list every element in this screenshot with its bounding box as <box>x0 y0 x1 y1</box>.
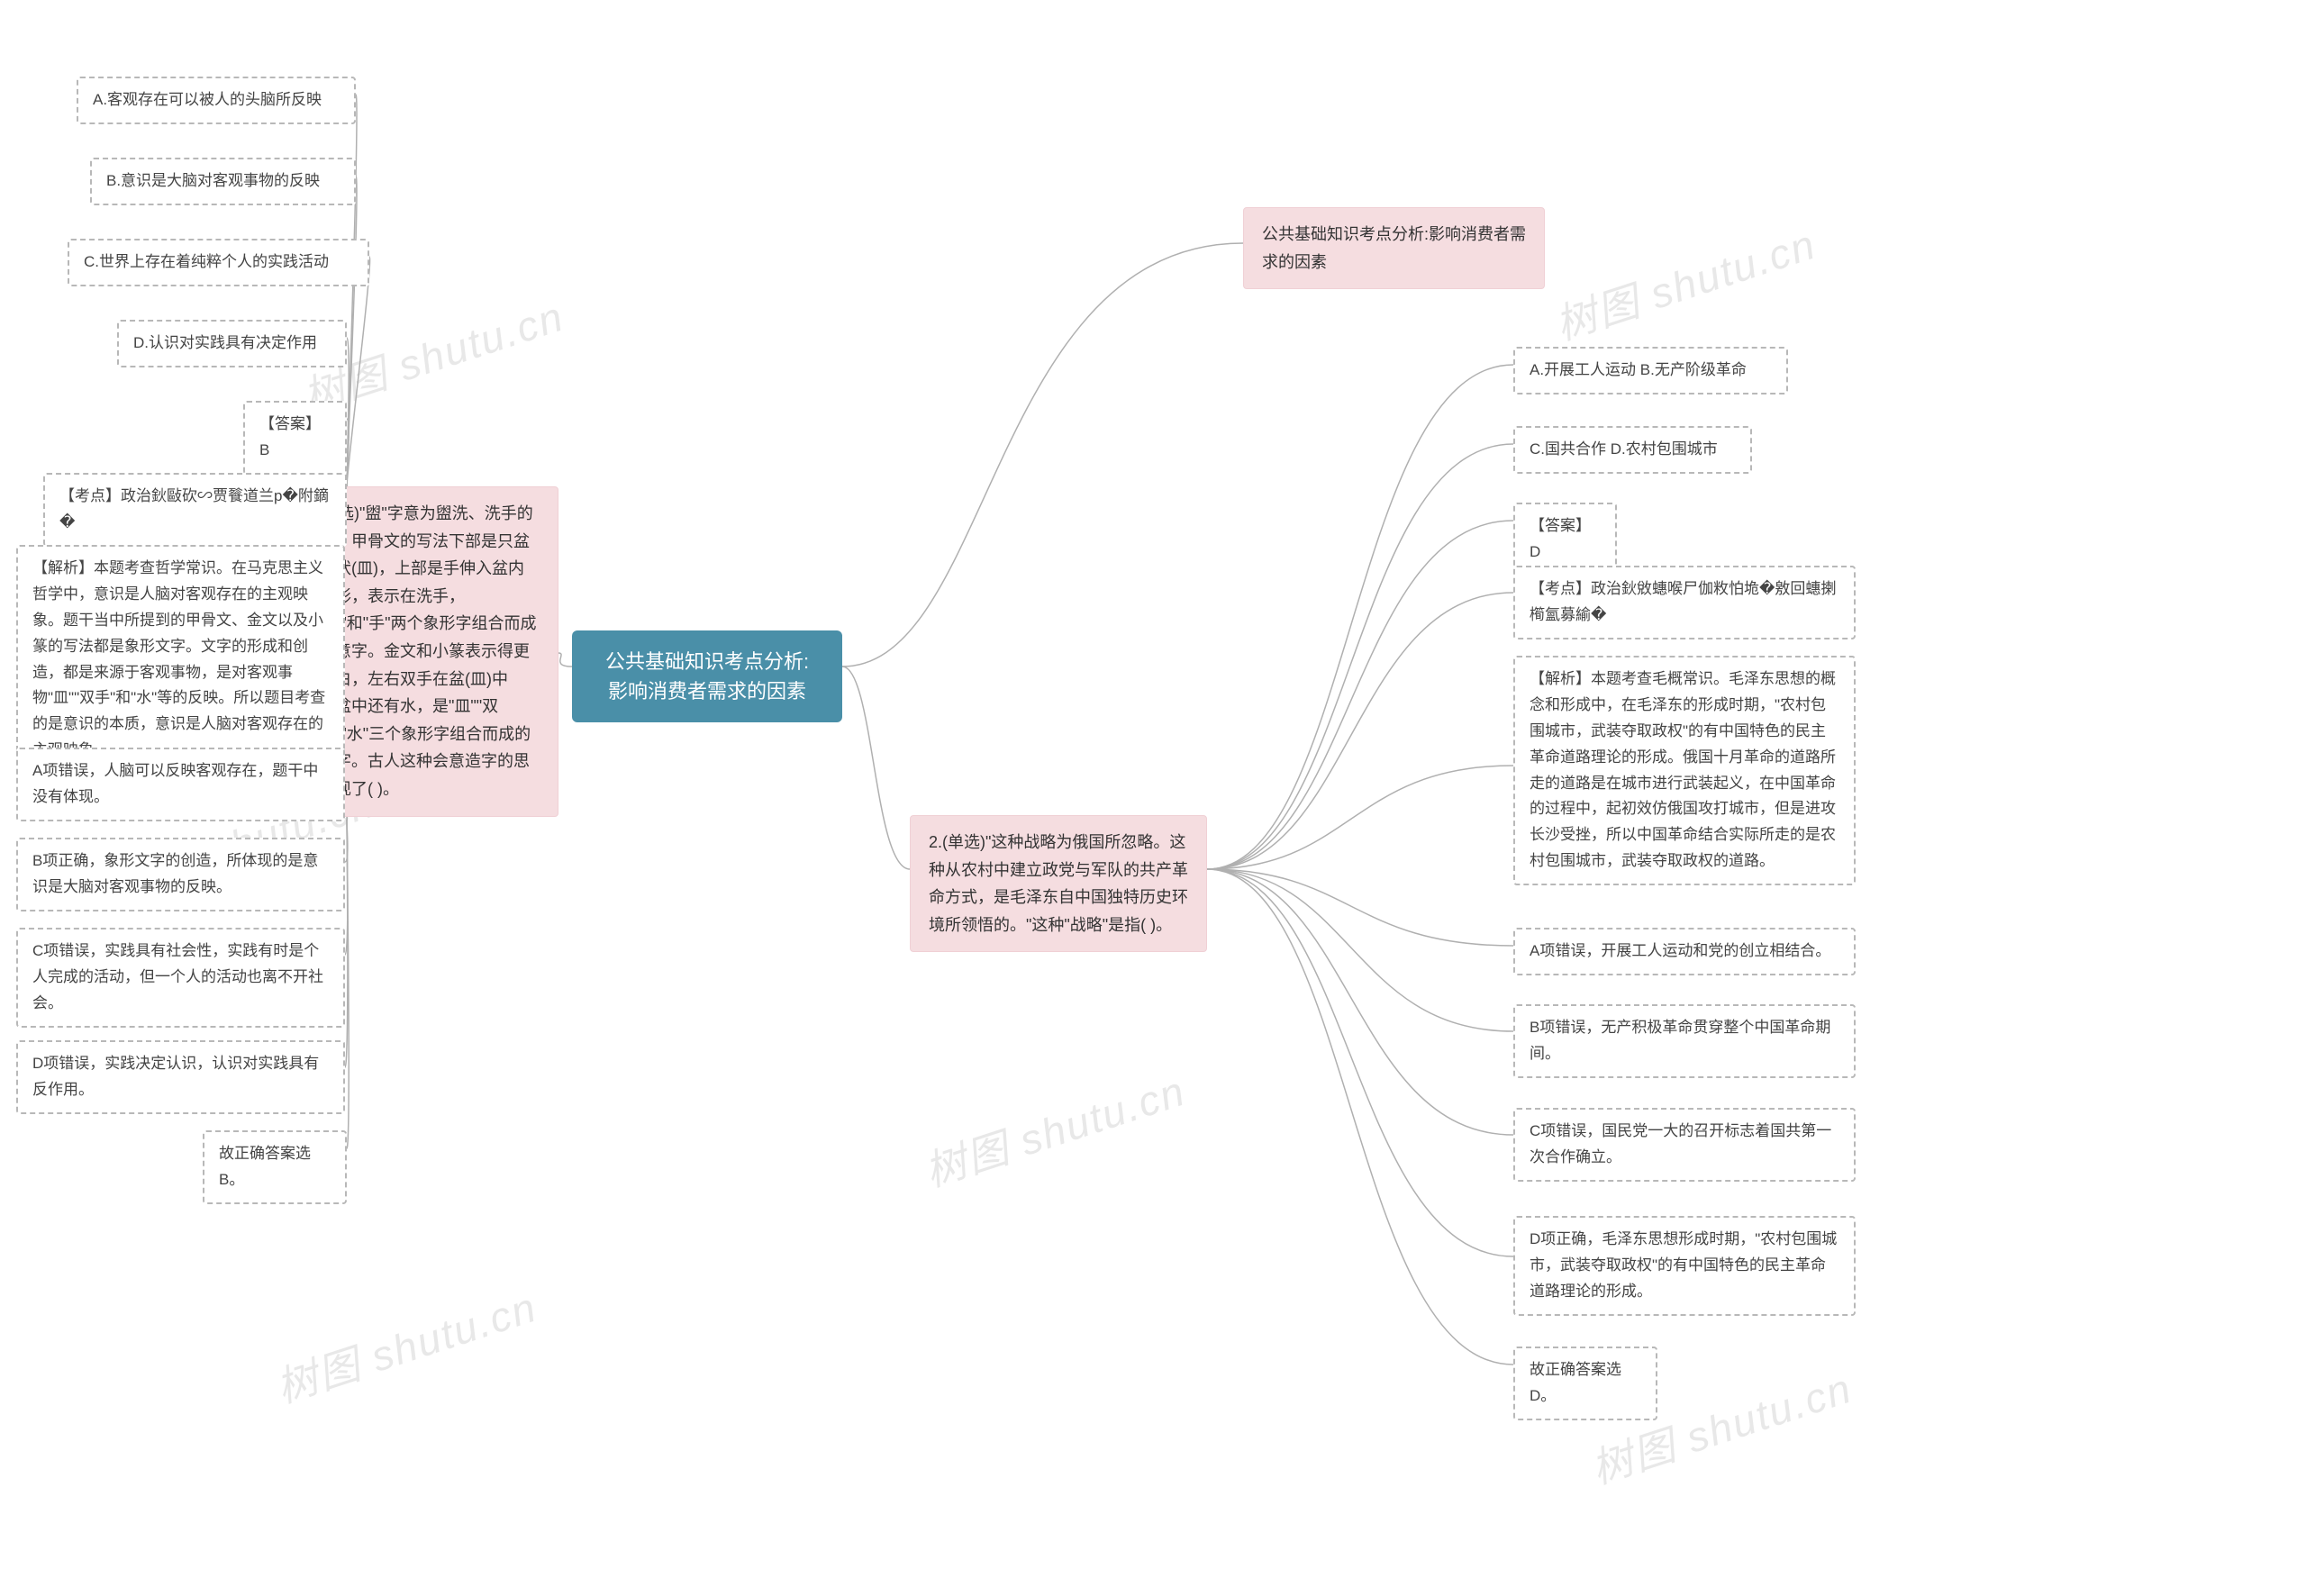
center-node[interactable]: 公共基础知识考点分析:影响消费者需求的因素 <box>572 630 842 722</box>
q2-option-ab[interactable]: A.开展工人运动 B.无产阶级革命 <box>1513 347 1788 394</box>
q1-explain-c[interactable]: C项错误，实践具有社会性，实践有时是个人完成的活动，但一个人的活动也离不开社会。 <box>16 928 345 1028</box>
q2-explain-a[interactable]: A项错误，开展工人运动和党的创立相结合。 <box>1513 928 1856 975</box>
q2-explain-b[interactable]: B项错误，无产积极革命贯穿整个中国革命期间。 <box>1513 1004 1856 1078</box>
q2-option-cd[interactable]: C.国共合作 D.农村包围城市 <box>1513 426 1752 474</box>
q1-answer[interactable]: 【答案】B <box>243 401 347 475</box>
q2-analysis[interactable]: 【解析】本题考查毛概常识。毛泽东思想的概念和形成中，在毛泽东的形成时期，"农村包… <box>1513 656 1856 885</box>
q1-option-d[interactable]: D.认识对实践具有决定作用 <box>117 320 347 367</box>
watermark: 树图 shutu.cn <box>916 1058 1192 1199</box>
q1-correct[interactable]: 故正确答案选B。 <box>203 1130 347 1204</box>
q1-explain-d[interactable]: D项错误，实践决定认识，认识对实践具有反作用。 <box>16 1040 345 1114</box>
q2-correct[interactable]: 故正确答案选D。 <box>1513 1347 1657 1420</box>
q2-header[interactable]: 公共基础知识考点分析:影响消费者需求的因素 <box>1243 207 1545 289</box>
q1-option-c[interactable]: C.世界上存在着纯粹个人的实践活动 <box>68 239 369 286</box>
q1-option-b[interactable]: B.意识是大脑对客观事物的反映 <box>90 158 356 205</box>
q2-explain-c[interactable]: C项错误，国民党一大的召开标志着国共第一次合作确立。 <box>1513 1108 1856 1182</box>
q1-option-a[interactable]: A.客观存在可以被人的头脑所反映 <box>77 77 356 124</box>
q1-explain-a[interactable]: A项错误，人脑可以反映客观存在，题干中没有体现。 <box>16 748 345 821</box>
q1-explain-b[interactable]: B项正确，象形文字的创造，所体现的是意识是大脑对客观事物的反映。 <box>16 838 345 911</box>
question-2-node[interactable]: 2.(单选)"这种战略为俄国所忽略。这种从农村中建立政党与军队的共产革命方式，是… <box>910 815 1207 952</box>
q1-analysis[interactable]: 【解析】本题考查哲学常识。在马克思主义哲学中，意识是人脑对客观存在的主观映象。题… <box>16 545 345 775</box>
watermark: 树图 shutu.cn <box>1547 212 1822 352</box>
q1-topic[interactable]: 【考点】政治鈥敺砍∽贾餮道兰p�附鏑� <box>43 473 347 547</box>
q2-topic[interactable]: 【考点】政治鈥敓蟪喉尸伽敉怕垝�敫回蟪揦橁氳募緰� <box>1513 566 1856 639</box>
q2-explain-d[interactable]: D项正确，毛泽东思想形成时期，"农村包围城市，武装夺取政权"的有中国特色的民主革… <box>1513 1216 1856 1316</box>
watermark: 树图 shutu.cn <box>268 1274 543 1415</box>
